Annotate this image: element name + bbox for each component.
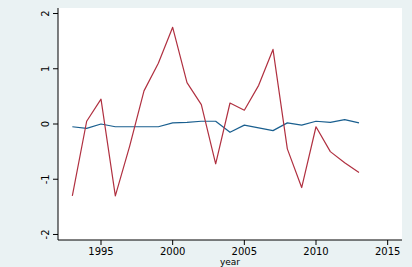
y-tick — [53, 179, 58, 180]
x-tick-label: 2010 — [303, 246, 328, 257]
y-tick-label: -2 — [40, 229, 51, 239]
x-tick-label: 1995 — [88, 246, 113, 257]
y-tick — [53, 124, 58, 125]
y-tick — [53, 13, 58, 14]
x-axis-label: year — [220, 257, 240, 267]
series-line — [72, 120, 359, 133]
x-tick-label: 2015 — [375, 246, 400, 257]
plot-area — [58, 8, 402, 240]
chart: -2 -1 0 1 2 1995 2000 2005 2010 2015 year — [0, 0, 412, 267]
series-line — [72, 27, 359, 195]
x-tick — [316, 240, 317, 245]
x-tick — [387, 240, 388, 245]
y-tick-label: 2 — [40, 10, 51, 16]
y-tick-label: -1 — [40, 174, 51, 184]
x-tick-label: 2005 — [232, 246, 257, 257]
background — [0, 0, 412, 267]
y-tick — [53, 68, 58, 69]
y-tick-label: 1 — [40, 66, 51, 72]
x-tick-label: 2000 — [160, 246, 185, 257]
series-group — [72, 27, 359, 195]
y-tick — [53, 234, 58, 235]
x-tick — [101, 240, 102, 245]
x-tick — [172, 240, 173, 245]
y-tick-label: 0 — [40, 121, 51, 127]
x-axis — [58, 240, 402, 241]
x-tick — [244, 240, 245, 245]
